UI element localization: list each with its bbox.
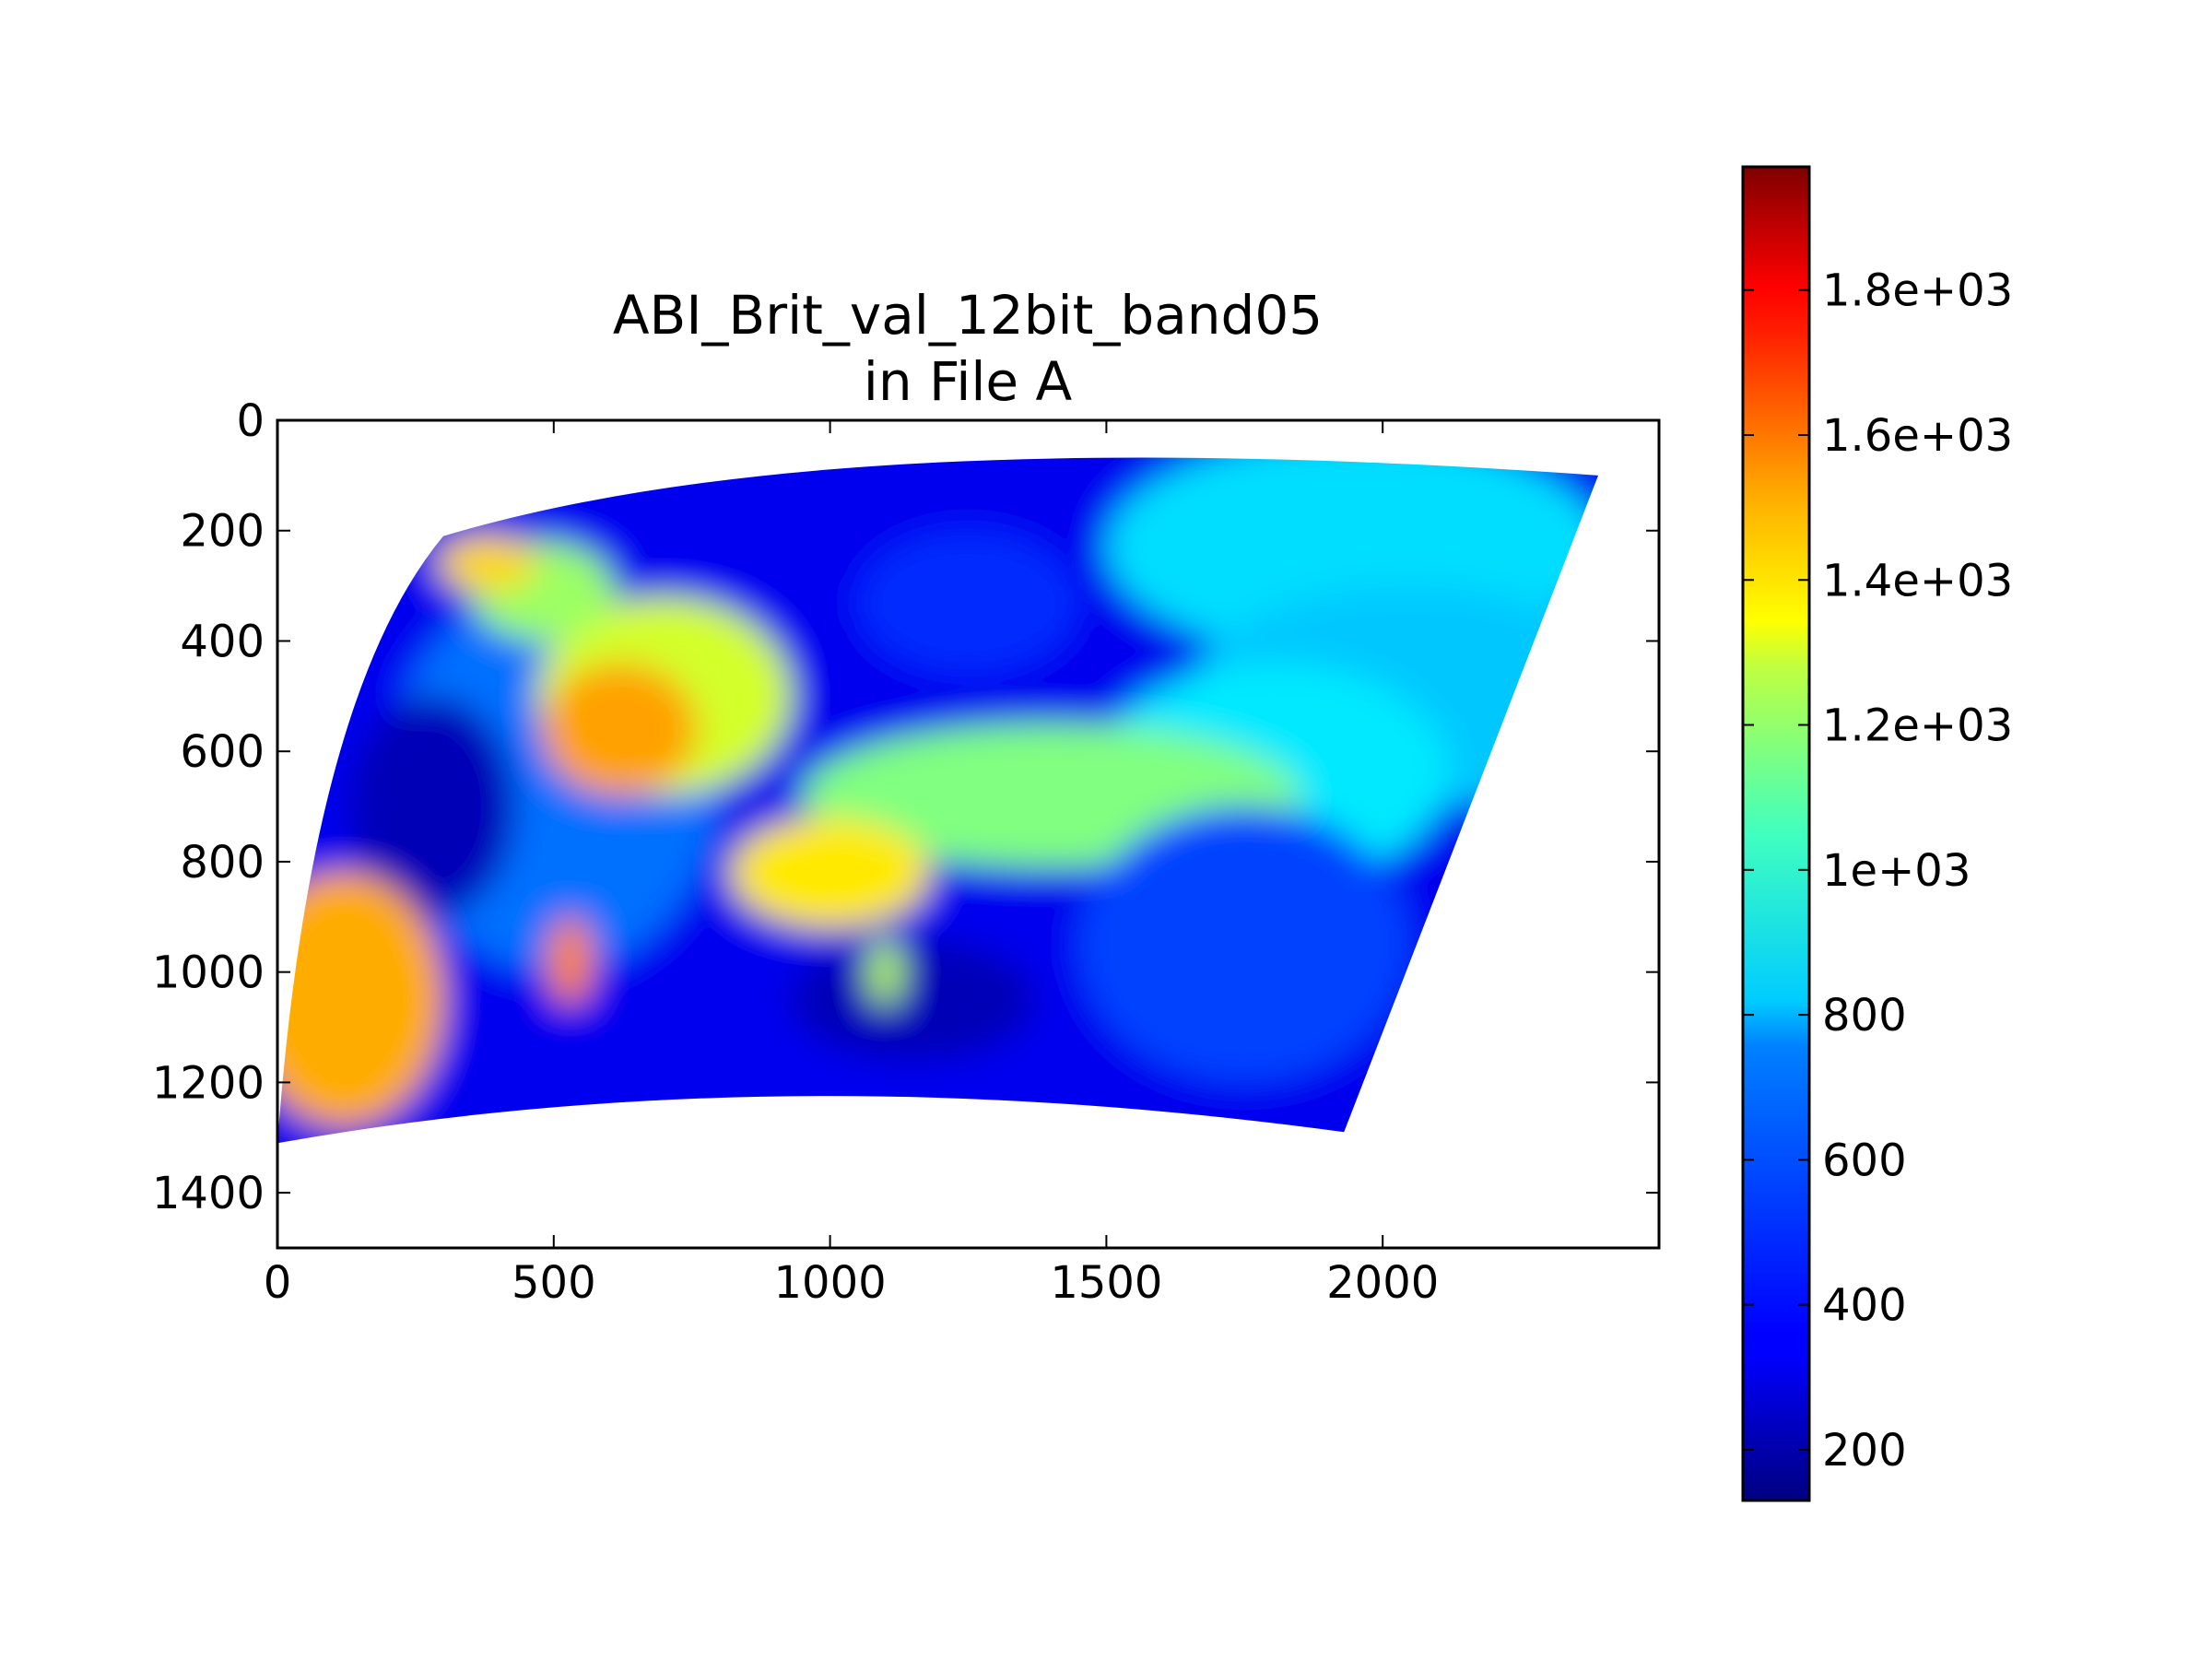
region-nw-strip <box>437 535 537 592</box>
colorbar-tick-label: 1.6e+03 <box>1822 410 2013 462</box>
y-tick-label: 1400 <box>152 1168 265 1219</box>
region-pacific <box>348 696 515 917</box>
x-tick-label: 1000 <box>774 1257 887 1309</box>
y-tick-label: 600 <box>180 726 265 778</box>
region-sw-clouds <box>277 872 443 1127</box>
colorbar-tick-label: 1.4e+03 <box>1822 555 2013 606</box>
colorbar-tick-label: 400 <box>1822 1280 1907 1332</box>
y-axis: 0 200 400 600 800 1000 1200 1400 <box>152 395 1659 1219</box>
y-tick-label: 800 <box>180 837 265 888</box>
y-tick-label: 1200 <box>152 1057 265 1109</box>
x-tick-label: 1500 <box>1050 1257 1162 1309</box>
region-hudson <box>857 530 1079 675</box>
region-mexico-strip <box>547 916 593 1006</box>
y-tick-label: 1000 <box>152 947 265 999</box>
x-axis: 0 500 1000 1500 2000 <box>264 420 1439 1309</box>
colorbar <box>1741 165 1811 1502</box>
y-tick-label: 200 <box>180 506 265 558</box>
chart-title: ABI_Brit_val_12bit_band05 <box>613 284 1323 347</box>
colorbar-axis: 200 400 600 800 1e+03 1.2e+03 1.4e+03 1.6e+03 1.… <box>1743 265 2013 1477</box>
region-florida <box>868 938 902 1006</box>
chart-subtitle: in File A <box>864 350 1073 413</box>
x-tick-label: 2000 <box>1326 1257 1439 1309</box>
colorbar-tick-label: 200 <box>1822 1425 1907 1477</box>
colorbar-tick-label: 600 <box>1822 1135 1907 1186</box>
region-plains-hot <box>542 663 698 796</box>
plot-frame <box>276 418 1661 1250</box>
colorbar-tick-label: 1.2e+03 <box>1822 700 2013 752</box>
x-tick-label: 500 <box>512 1257 596 1309</box>
region-atlantic-se <box>1078 806 1411 1083</box>
region-band-sw <box>730 818 930 928</box>
y-tick-label: 400 <box>180 616 265 667</box>
colorbar-tick-label: 1e+03 <box>1822 845 1971 897</box>
colorbar-tick-label: 800 <box>1822 990 1907 1041</box>
region-gulf <box>791 938 1035 1061</box>
colorbar-tick-label: 1.8e+03 <box>1822 265 2013 317</box>
y-tick-label: 0 <box>236 395 265 447</box>
heatmap-image <box>277 457 1599 1144</box>
x-tick-label: 0 <box>264 1257 292 1309</box>
